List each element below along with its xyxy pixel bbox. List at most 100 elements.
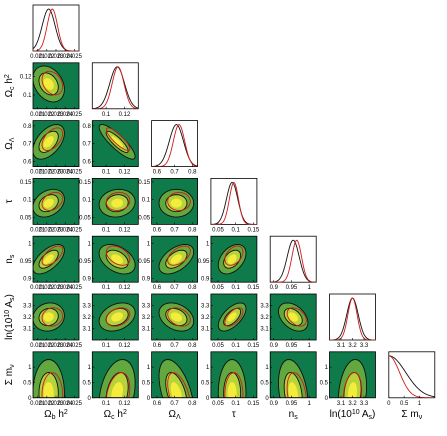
x-tick-label: 0.12 xyxy=(119,343,131,349)
axis-label-ombh2-x: Ωb h2 xyxy=(44,409,68,421)
density-core xyxy=(227,382,237,398)
contour-red xyxy=(41,70,64,96)
x-tick-label: 0.025 xyxy=(67,401,83,407)
panel-ns-vs-tau: 0.05 0.1 0.15 0.9 0.95 1 xyxy=(198,235,260,291)
x-tick-label: 0.1 xyxy=(102,401,111,407)
x-tick-label: 1 xyxy=(307,343,311,349)
contour-inner-black xyxy=(165,307,188,327)
density-core xyxy=(288,382,299,398)
x-tick-label: 0.021 xyxy=(30,112,46,118)
x-tick-label: 0.025 xyxy=(67,54,83,60)
contour-red xyxy=(105,372,131,398)
density-core xyxy=(227,312,237,322)
y-tick-label: 0 xyxy=(206,396,210,402)
panel-omegal-vs-omch2: 0.1 0.12 0.6 0.7 0.8 xyxy=(82,120,139,176)
x-tick-label: 0.12 xyxy=(119,401,131,407)
x-tick-label: 0.024 xyxy=(58,54,74,60)
x-tick-label: 0.024 xyxy=(58,285,74,291)
x-tick-label: 0.7 xyxy=(170,343,179,349)
contour-red xyxy=(105,245,131,266)
x-tick-label: 0.05 xyxy=(212,227,224,233)
x-tick-label: 0.95 xyxy=(286,401,298,407)
panel-frame xyxy=(210,177,258,225)
contour-red xyxy=(342,372,363,398)
x-tick-label: 0.12 xyxy=(119,170,131,176)
axis-label-ns-x: ns xyxy=(289,409,299,421)
y-tick-label: 3.1 xyxy=(23,327,32,333)
density-core xyxy=(43,382,54,398)
contour-outer-black xyxy=(33,124,65,160)
x-tick-label: 0.025 xyxy=(67,227,83,233)
contour-outer-black xyxy=(158,244,195,275)
y-tick-label: 0.9 xyxy=(201,277,210,283)
marginal-curve-red xyxy=(33,8,79,51)
contour-outer-black xyxy=(33,188,65,218)
x-tick-label: 0.1 xyxy=(102,170,111,176)
x-tick-label: 0.7 xyxy=(170,170,179,176)
panel-ns-vs-ns: 0.9 0.95 1 xyxy=(270,235,317,291)
contour-inner-black xyxy=(223,372,242,398)
y-tick-label: 0.05 xyxy=(79,215,91,221)
panel-tau-vs-omch2: 0.1 0.12 0.05 0.1 0.15 xyxy=(79,177,139,233)
panel-mnu-vs-logA: 3.1 3.2 3.3 0 0.5 1 xyxy=(320,351,376,407)
axis-label-tau-x: τ xyxy=(232,409,236,420)
axis-label-mnu-y: Σ mν xyxy=(4,364,16,385)
x-tick-label: 0.1 xyxy=(231,227,240,233)
contour-outer-black xyxy=(158,188,195,218)
y-tick-label: 1 xyxy=(28,365,32,371)
x-tick-label: 0.12 xyxy=(119,112,131,118)
x-tick-label: 0.022 xyxy=(39,285,55,291)
contour-outer-black xyxy=(158,302,195,332)
x-tick-label: 0.9 xyxy=(270,285,279,291)
y-axis-labels: Ωc h2 ΩΛ τ ns ln(1010 As) Σ mν xyxy=(4,74,16,385)
y-tick-label: 0.95 xyxy=(138,259,150,265)
contour-inner-black xyxy=(38,307,59,327)
contour-inner-black xyxy=(38,130,59,153)
x-tick-label: 0.024 xyxy=(58,343,74,349)
x-tick-label: 0.024 xyxy=(58,170,74,176)
x-tick-label: 0.021 xyxy=(30,54,46,60)
contour-inner-black xyxy=(223,249,242,269)
x-tick-label: 0.021 xyxy=(30,401,46,407)
panel-logA-vs-ns: 0.9 0.95 1 3.1 3.2 3.3 xyxy=(260,293,317,349)
axis-label-omegal-y: ΩΛ xyxy=(4,137,16,149)
contour-red xyxy=(41,127,64,151)
density-core xyxy=(111,136,124,148)
contour-inner-black xyxy=(105,249,129,269)
x-tick-label: 0.021 xyxy=(30,227,46,233)
x-tick-label: 3.1 xyxy=(337,343,346,349)
contour-outer-black xyxy=(98,188,136,218)
y-tick-label: 3.3 xyxy=(142,304,151,310)
x-tick-label: 0.022 xyxy=(39,227,55,233)
density-core xyxy=(111,198,124,208)
x-tick-label: 3.3 xyxy=(360,401,369,407)
x-tick-label: 0.025 xyxy=(67,285,83,291)
y-tick-label: 3.3 xyxy=(23,304,32,310)
panel-logA-vs-logA: 3.1 3.2 3.3 xyxy=(329,293,376,349)
y-tick-label: 0.9 xyxy=(142,277,151,283)
y-tick-label: 1 xyxy=(147,365,151,371)
x-tick-label: 0.95 xyxy=(286,343,298,349)
x-tick-label: 0.022 xyxy=(39,54,55,60)
density-core xyxy=(43,312,54,322)
y-tick-label: 1 xyxy=(87,365,91,371)
axis-label-omegal-x: ΩΛ xyxy=(169,409,181,421)
y-tick-label: 0.1 xyxy=(23,93,32,99)
y-tick-label: 3.1 xyxy=(201,327,210,333)
y-tick-label: 1 xyxy=(28,241,32,247)
density-core xyxy=(170,312,183,322)
x-tick-label: 0.8 xyxy=(188,170,197,176)
contour-red xyxy=(105,127,131,151)
x-tick-label: 0.023 xyxy=(48,343,64,349)
x-tick-label: 0.6 xyxy=(153,170,162,176)
panel-ns-vs-omch2: 0.1 0.12 0.9 0.95 1 xyxy=(79,235,139,291)
y-tick-label: 0 xyxy=(265,396,269,402)
axis-label-logA-y: ln(1010 As) xyxy=(4,294,16,340)
x-tick-label: 0.025 xyxy=(67,343,83,349)
contour-red xyxy=(105,191,131,211)
x-tick-label: 0.15 xyxy=(248,227,260,233)
